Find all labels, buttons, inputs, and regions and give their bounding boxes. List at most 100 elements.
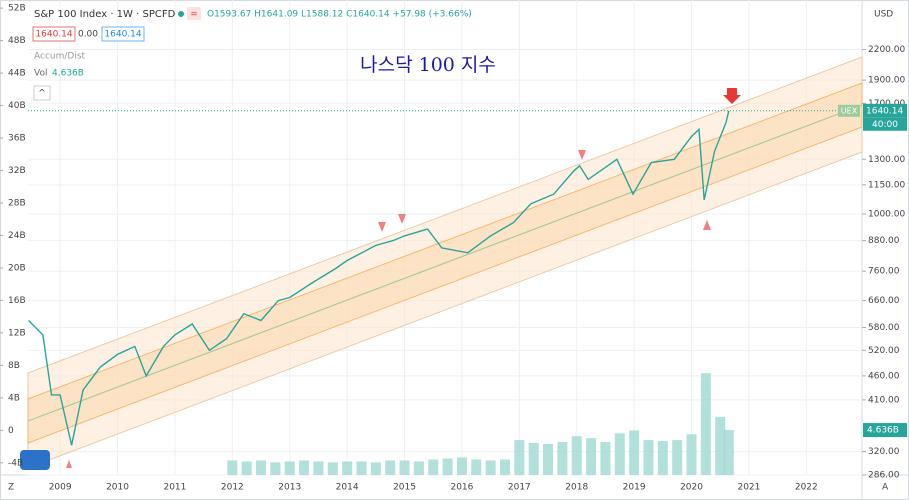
symbol-tag-box bbox=[838, 104, 860, 117]
collapse-icon: ^ bbox=[38, 89, 46, 99]
volume-bar bbox=[657, 441, 668, 475]
volume-bar bbox=[370, 462, 381, 475]
volume-bar bbox=[571, 436, 582, 475]
x-tick-label: 2010 bbox=[106, 483, 129, 493]
channel-midline bbox=[27, 104, 863, 422]
volume-bar bbox=[399, 460, 410, 475]
volume-bar bbox=[700, 373, 711, 475]
volume-bar bbox=[557, 442, 568, 475]
markers bbox=[66, 88, 741, 468]
collapse-button[interactable] bbox=[33, 85, 51, 101]
volume-bar bbox=[528, 443, 539, 475]
status-box bbox=[187, 7, 201, 20]
y2-tick-label: 44B bbox=[8, 69, 26, 79]
y2-tick-label: 12B bbox=[8, 328, 26, 338]
x-tick-label: 2022 bbox=[795, 483, 818, 493]
volume-bar bbox=[471, 459, 482, 475]
change-box-text: 0.00 bbox=[78, 30, 98, 40]
volume-bar bbox=[299, 460, 310, 475]
big-down-marker bbox=[723, 88, 741, 104]
y-tick-label: 320.00 bbox=[868, 447, 900, 457]
volume-bar bbox=[514, 440, 525, 475]
price-box-text: 1640.14 bbox=[104, 30, 141, 40]
zoom-icon[interactable]: Z bbox=[8, 483, 14, 493]
y-tick-label: 1300.00 bbox=[868, 155, 905, 165]
price bbox=[28, 110, 730, 446]
y-tick-label: 1150.00 bbox=[868, 180, 905, 190]
y2-tick-label: 4B bbox=[8, 393, 20, 403]
volume-bar bbox=[313, 461, 324, 475]
y-tick-label: 286.00 bbox=[868, 471, 900, 481]
volume-bar bbox=[499, 459, 510, 475]
volume bbox=[227, 373, 734, 475]
vol-value: 4.636B bbox=[52, 69, 84, 79]
y-tick-label: 880.00 bbox=[868, 236, 900, 246]
logo bbox=[20, 450, 50, 470]
down-marker bbox=[378, 222, 386, 232]
volume-bar bbox=[442, 458, 453, 475]
symbol: S&P 100 Index · 1W · SPCFD bbox=[34, 9, 176, 20]
price-box-text: 1640.14 bbox=[35, 30, 72, 40]
status-dot bbox=[178, 11, 184, 17]
auto-icon[interactable]: A bbox=[882, 483, 889, 493]
status-icon: = bbox=[190, 10, 198, 20]
y2-tick-label: 16B bbox=[8, 296, 26, 306]
accum-label: Accum/Dist bbox=[34, 52, 86, 62]
volume-bar bbox=[385, 460, 396, 475]
y2-tick-label: -4B bbox=[8, 458, 23, 468]
y-tick-label: 1000.00 bbox=[868, 209, 905, 219]
volume-bar bbox=[672, 440, 683, 475]
down-marker bbox=[578, 150, 586, 160]
y-tick-label: 660.00 bbox=[868, 296, 900, 306]
y2-tick-label: 20B bbox=[8, 263, 26, 273]
volume-bar bbox=[342, 461, 353, 475]
volume-bar bbox=[256, 460, 267, 475]
countdown: 40:00 bbox=[872, 120, 898, 130]
x-tick-label: 2019 bbox=[623, 483, 646, 493]
ohlc: O1593.67 H1641.09 L1588.12 C1640.14 +57.… bbox=[207, 10, 472, 20]
y2-tick-label: 36B bbox=[8, 134, 26, 144]
vol-label: Vol bbox=[34, 69, 47, 79]
x-tick-label: 2015 bbox=[393, 483, 416, 493]
y2-tick-label: 8B bbox=[8, 361, 20, 371]
price-box bbox=[101, 26, 145, 42]
y-tick-label: 760.00 bbox=[868, 267, 900, 277]
x-tick-label: 2017 bbox=[508, 483, 531, 493]
x-tick-label: 2018 bbox=[565, 483, 588, 493]
y2-tick-label: 40B bbox=[8, 101, 26, 111]
currency: USD bbox=[874, 10, 893, 20]
volume-bar bbox=[643, 440, 654, 475]
x-tick-label: 2014 bbox=[336, 483, 359, 493]
volume-bar bbox=[586, 438, 597, 475]
y2-tick-label: 0 bbox=[8, 426, 14, 436]
volume-bar bbox=[715, 416, 726, 475]
volume-bar bbox=[428, 459, 439, 475]
volume-bar bbox=[327, 462, 338, 475]
volume-bar bbox=[485, 460, 496, 475]
volume-bar bbox=[614, 433, 625, 475]
x-tick-label: 2009 bbox=[49, 483, 72, 493]
up-marker bbox=[703, 220, 711, 230]
down-marker bbox=[398, 214, 406, 224]
x-tick-label: 2011 bbox=[163, 483, 186, 493]
countdown-box bbox=[863, 117, 907, 131]
y2-tick-label: 28B bbox=[8, 198, 26, 208]
y2-tick-label: 48B bbox=[8, 36, 26, 46]
y2-tick-label: 32B bbox=[8, 166, 26, 176]
volume-bar bbox=[227, 460, 238, 475]
symbol-tag: UEX bbox=[841, 106, 858, 115]
x-tick-label: 2013 bbox=[278, 483, 301, 493]
y-tick-label: 580.00 bbox=[868, 323, 900, 333]
volume-bar bbox=[284, 461, 295, 475]
x-tick-label: 2020 bbox=[680, 483, 703, 493]
last-price-label: 1640.14 bbox=[866, 106, 903, 116]
up-marker bbox=[66, 460, 72, 468]
y-tick-label: 2200.00 bbox=[868, 45, 905, 55]
y-tick-label: 460.00 bbox=[868, 371, 900, 381]
y-tick-label: 520.00 bbox=[868, 346, 900, 356]
volume-bar bbox=[270, 462, 281, 475]
y2-tick-label: 52B bbox=[8, 4, 26, 14]
volume-last-box bbox=[863, 423, 907, 438]
annotation: 나스닥 100 지수 bbox=[360, 54, 496, 76]
volume-bar bbox=[413, 461, 424, 475]
